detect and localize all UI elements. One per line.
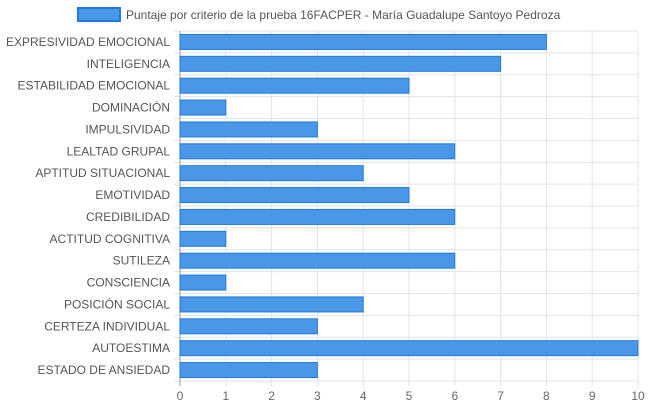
- y-category-label: AUTOESTIMA: [92, 341, 170, 355]
- x-tick-label: 2: [268, 389, 275, 403]
- bar: [179, 121, 318, 138]
- bar: [179, 77, 410, 94]
- x-tick-label: 8: [543, 389, 550, 403]
- y-axis-labels: EXPRESIVIDAD EMOCIONAL INTELIGENCIA ESTABI…: [6, 35, 170, 377]
- y-category-label: EXPRESIVIDAD EMOCIONAL: [6, 35, 170, 49]
- x-tick-label: 1: [222, 389, 229, 403]
- y-category-label: POSICIÓN SOCIAL: [64, 296, 170, 311]
- bar: [179, 318, 318, 335]
- y-category-label: ESTADO DE ANSIEDAD: [38, 363, 171, 377]
- x-tick-label: 6: [451, 389, 458, 403]
- legend-label: Puntaje por criterio de la prueba 16FACP…: [126, 8, 561, 22]
- y-category-label: SUTILEZA: [113, 254, 170, 268]
- y-category-label: CONSCIENCIA: [87, 276, 170, 290]
- bar: [179, 165, 364, 182]
- x-tick-label: 0: [177, 389, 184, 403]
- legend: Puntaje por criterio de la prueba 16FACP…: [77, 7, 561, 22]
- bar: [179, 208, 456, 225]
- x-tick-label: 4: [360, 389, 367, 403]
- x-tick-label: 7: [497, 389, 504, 403]
- y-category-label: APTITUD SITUACIONAL: [35, 166, 170, 180]
- y-category-label: CERTEZA INDIVIDUAL: [44, 319, 170, 333]
- y-category-label: IMPULSIVIDAD: [85, 122, 170, 136]
- bar: [179, 99, 227, 116]
- bar: [179, 230, 227, 247]
- y-category-label: INTELIGENCIA: [87, 57, 170, 71]
- grid: [174, 30, 639, 386]
- bars: [179, 33, 639, 379]
- bar: [179, 55, 502, 72]
- bar: [179, 252, 456, 269]
- x-tick-label: 5: [406, 389, 413, 403]
- y-category-label: EMOTIVIDAD: [95, 188, 170, 202]
- bar: [179, 362, 318, 379]
- bar: [179, 296, 364, 313]
- y-category-label: LEALTAD GRUPAL: [67, 144, 171, 158]
- bar: [179, 274, 227, 291]
- y-category-label: CREDIBILIDAD: [86, 210, 170, 224]
- y-category-label: DOMINACIÓN: [92, 100, 170, 115]
- legend-swatch: [77, 7, 121, 22]
- y-category-label: ESTABILIDAD EMOCIONAL: [18, 79, 171, 93]
- x-tick-label: 10: [631, 389, 645, 403]
- bar: [179, 33, 547, 50]
- bar: [179, 143, 456, 160]
- x-axis-labels: 0 1 2 3 4 5 6 7 8 9 10: [177, 389, 645, 403]
- bar: [179, 187, 410, 204]
- y-category-label: ACTITUD COGNITIVA: [50, 232, 170, 246]
- x-tick-label: 9: [589, 389, 596, 403]
- bar: [179, 340, 639, 357]
- x-tick-label: 3: [314, 389, 321, 403]
